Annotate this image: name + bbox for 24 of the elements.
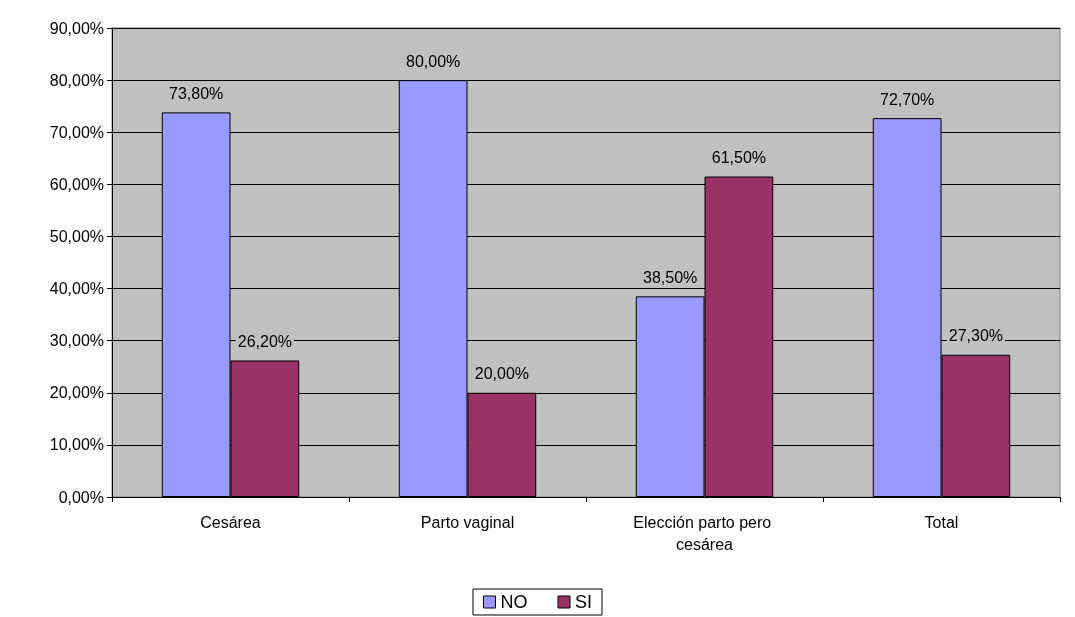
data-label: 26,20% — [237, 332, 292, 350]
y-tick-label: 20,00% — [49, 384, 104, 402]
legend-label: NO — [500, 592, 528, 612]
y-tick-label: 50,00% — [49, 227, 104, 245]
y-tick-label: 10,00% — [49, 436, 104, 454]
data-label: 61,50% — [711, 149, 766, 167]
y-tick-label: 30,00% — [49, 332, 104, 350]
y-tick-label: 60,00% — [49, 175, 104, 193]
y-tick-label: 90,00% — [49, 19, 104, 37]
legend-label: SI — [575, 592, 593, 612]
y-tick-label: 80,00% — [49, 71, 104, 89]
data-label: 38,50% — [643, 268, 698, 286]
x-tick-label: Parto vaginal — [420, 513, 515, 531]
data-label: 20,00% — [474, 365, 529, 383]
y-tick-label: 70,00% — [49, 123, 104, 141]
x-tick-label: Total — [924, 513, 959, 531]
data-label: 80,00% — [406, 52, 461, 70]
y-tick-label: 0,00% — [58, 488, 104, 506]
x-tick-label: Cesárea — [200, 513, 261, 531]
data-label: 73,80% — [169, 84, 224, 102]
x-tick-label: Elección parto pero cesárea — [633, 513, 776, 553]
data-label: 72,70% — [880, 90, 935, 108]
data-label: 27,30% — [948, 327, 1003, 345]
y-tick-label: 40,00% — [49, 280, 104, 298]
